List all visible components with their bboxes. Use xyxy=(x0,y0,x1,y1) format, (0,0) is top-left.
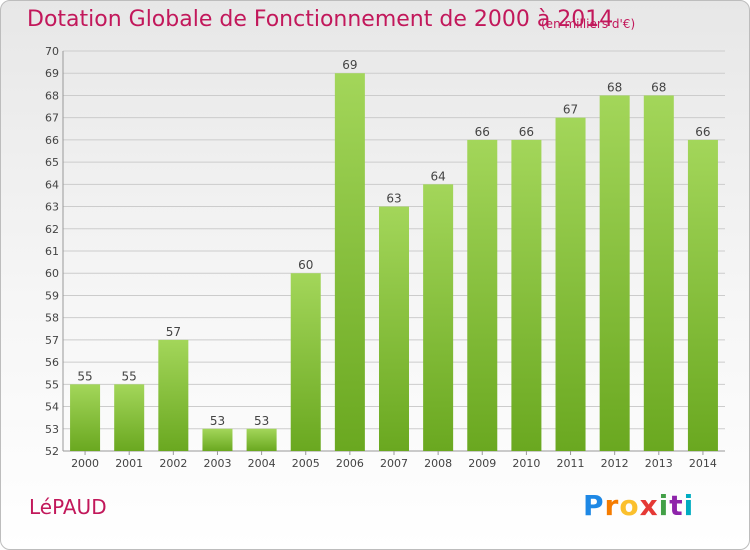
data-label: 53 xyxy=(210,414,225,428)
logo-letter: P xyxy=(583,489,605,522)
x-tick-label: 2005 xyxy=(292,457,320,470)
bar xyxy=(290,273,321,451)
y-tick-label: 69 xyxy=(45,67,59,80)
y-tick-label: 53 xyxy=(45,423,59,436)
bar xyxy=(555,117,586,452)
x-tick-label: 2006 xyxy=(336,457,364,470)
data-label: 60 xyxy=(298,258,313,272)
x-tick-label: 2003 xyxy=(203,457,231,470)
logo-letter: t xyxy=(669,489,684,522)
bar xyxy=(202,428,233,451)
bar xyxy=(334,73,365,451)
bar xyxy=(378,206,410,451)
x-tick-label: 2007 xyxy=(380,457,408,470)
y-tick-label: 60 xyxy=(45,267,59,280)
data-label: 57 xyxy=(166,325,181,339)
y-tick-label: 58 xyxy=(45,312,59,325)
proxiti-logo[interactable]: Proxiti xyxy=(583,489,694,522)
bar xyxy=(467,139,498,451)
x-tick-label: 2009 xyxy=(468,457,496,470)
chart-unit-label: (en milliers d'€) xyxy=(541,17,636,31)
x-tick-label: 2011 xyxy=(557,457,585,470)
y-tick-label: 57 xyxy=(45,334,59,347)
x-tick-label: 2002 xyxy=(159,457,187,470)
y-tick-label: 62 xyxy=(45,223,59,236)
bar xyxy=(511,139,542,451)
data-label: 69 xyxy=(342,58,357,72)
y-tick-label: 63 xyxy=(45,201,59,214)
x-tick-label: 2004 xyxy=(248,457,276,470)
bar xyxy=(158,339,189,451)
logo-letter: x xyxy=(639,489,659,522)
y-tick-label: 61 xyxy=(45,245,59,258)
x-tick-label: 2000 xyxy=(71,457,99,470)
x-tick-label: 2012 xyxy=(601,457,629,470)
data-label: 66 xyxy=(519,125,534,139)
data-label: 64 xyxy=(430,169,445,183)
bar xyxy=(114,384,145,451)
data-label: 55 xyxy=(122,369,137,383)
data-label: 55 xyxy=(77,369,92,383)
bar xyxy=(599,95,630,451)
logo-letter: i xyxy=(658,489,670,522)
x-tick-label: 2001 xyxy=(115,457,143,470)
data-label: 63 xyxy=(386,192,401,206)
bar xyxy=(687,139,718,451)
y-tick-label: 52 xyxy=(45,445,59,458)
data-label: 66 xyxy=(475,125,490,139)
y-tick-label: 54 xyxy=(45,401,59,414)
axes: 52 53 54 55 56 57 58 59 60 61 62 63 64 65 66 67 68 69 70 20… xyxy=(45,45,725,470)
y-tick-label: 59 xyxy=(45,289,59,302)
chart-title: Dotation Globale de Fonctionnement de 20… xyxy=(27,7,614,32)
x-tick-label: 2008 xyxy=(424,457,452,470)
bars xyxy=(70,73,718,452)
bar xyxy=(423,184,454,452)
data-label: 53 xyxy=(254,414,269,428)
data-label: 68 xyxy=(651,80,666,94)
y-tick-label: 56 xyxy=(45,356,59,369)
data-label: 68 xyxy=(607,80,622,94)
y-tick-label: 67 xyxy=(45,112,59,125)
x-tick-label: 2010 xyxy=(512,457,540,470)
y-tick-label: 66 xyxy=(45,134,59,147)
x-tick-label: 2014 xyxy=(689,457,717,470)
y-tick-label: 70 xyxy=(45,45,59,58)
bar xyxy=(246,428,277,451)
commune-name: LéPAUD xyxy=(29,495,107,519)
bar xyxy=(643,95,674,451)
y-tick-label: 55 xyxy=(45,378,59,391)
y-tick-label: 65 xyxy=(45,156,59,169)
bar xyxy=(70,384,101,451)
data-label: 67 xyxy=(563,103,578,117)
logo-letter: o xyxy=(619,489,640,522)
logo-letter: r xyxy=(604,489,620,522)
y-tick-label: 68 xyxy=(45,89,59,102)
data-labels: 55 55 57 53 53 60 69 63 64 66 66 67 68 68 66 xyxy=(77,58,710,428)
logo-letter: i xyxy=(683,489,695,522)
data-label: 66 xyxy=(695,125,710,139)
x-tick-label: 2013 xyxy=(645,457,673,470)
y-tick-label: 64 xyxy=(45,178,59,191)
